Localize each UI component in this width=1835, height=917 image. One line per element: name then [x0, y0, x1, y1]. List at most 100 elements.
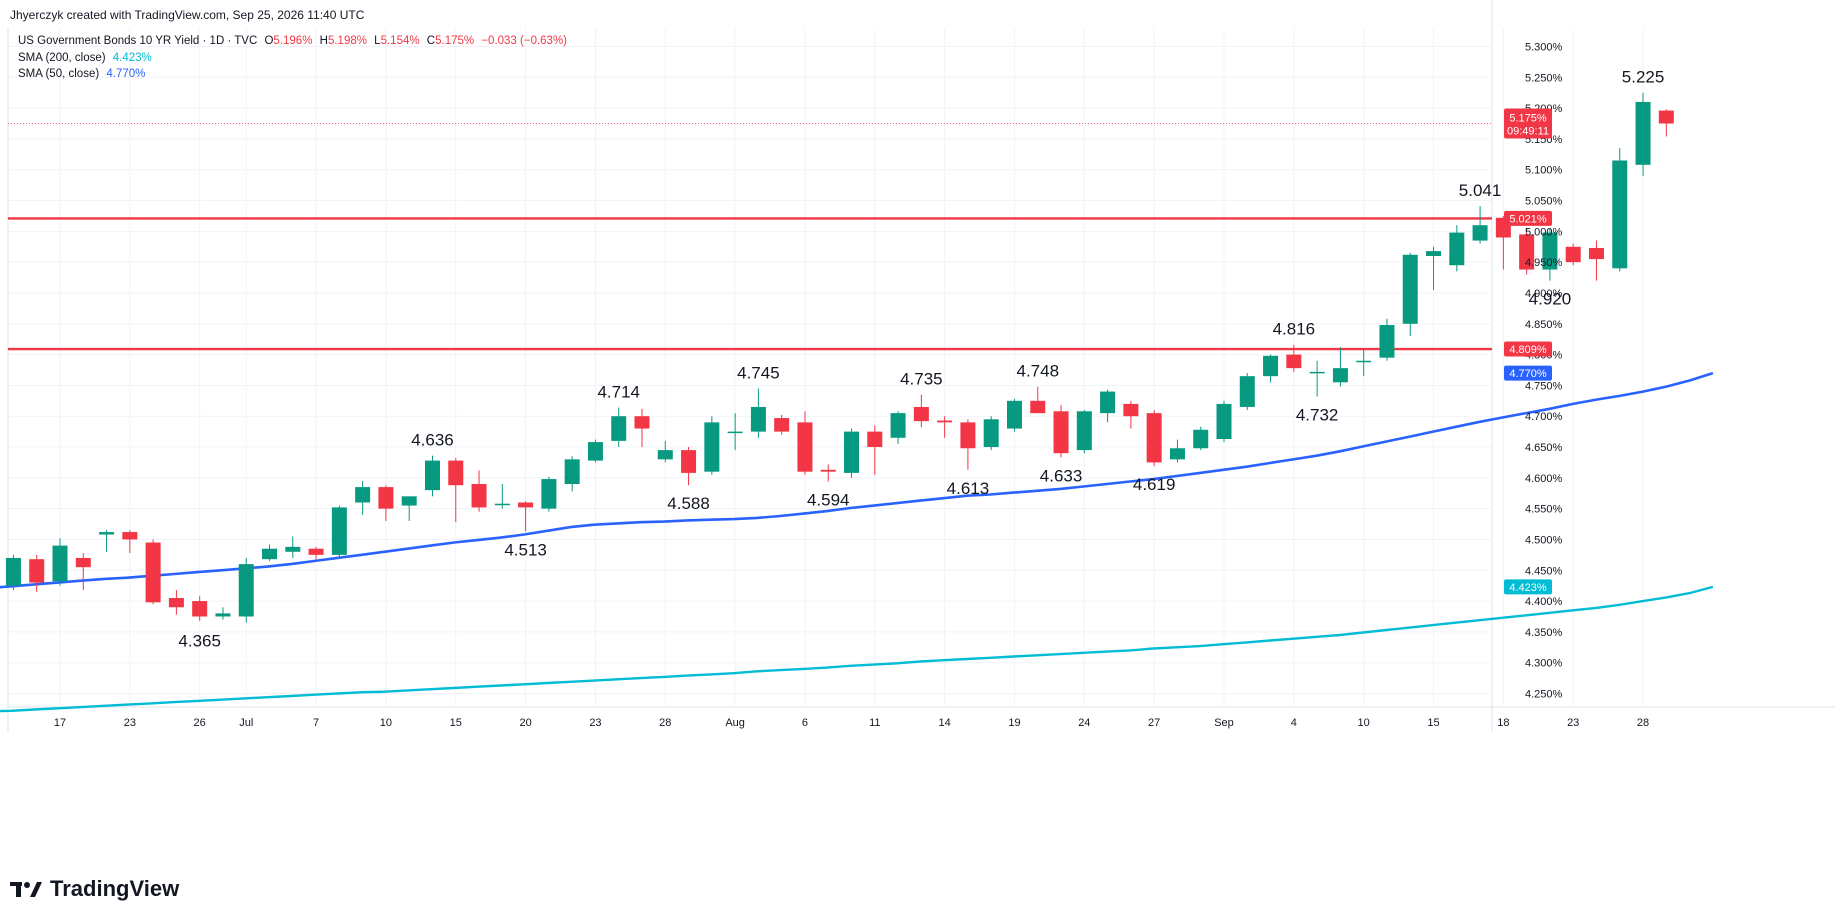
price-annotation: 4.816	[1273, 320, 1316, 339]
price-axis[interactable]: 4.250% 4.300% 4.350% 4.400% 4.450% 4.500% 4.55…	[1525, 41, 1563, 700]
candle-body	[1426, 251, 1442, 256]
low-value: 5.154%	[380, 35, 420, 47]
price-annotation: 4.613	[947, 479, 990, 498]
candle-body	[5, 557, 21, 586]
candle-body	[1402, 254, 1418, 324]
high-label: H	[319, 35, 328, 47]
x-tick-label: 15	[450, 717, 462, 729]
level-1-tag-label: 4.809%	[1509, 344, 1547, 356]
candle-body	[331, 507, 347, 555]
candle-body	[844, 431, 860, 473]
candle-body	[1635, 101, 1651, 165]
candle-body	[168, 598, 184, 608]
sma50-tag-label: 4.770%	[1509, 368, 1547, 380]
x-tick-label: 6	[802, 717, 808, 729]
candle-body	[587, 442, 603, 461]
candle-body	[820, 469, 836, 472]
candle-body	[867, 431, 883, 448]
y-tick-label: 4.750%	[1525, 380, 1563, 392]
sma200-tag	[1504, 579, 1552, 595]
time-axis[interactable]: 17 23 26 Jul 7 10 15 20 23 28 Aug 6 11 14 19 24 27 Sep 4 10…	[54, 717, 1649, 729]
candle-body	[401, 496, 417, 506]
x-tick-label: 14	[939, 717, 951, 729]
x-tick-label: 7	[313, 717, 319, 729]
candle-body	[1449, 232, 1465, 266]
y-tick-label: 4.850%	[1525, 319, 1563, 331]
candle-body	[913, 406, 929, 422]
y-tick-label: 4.950%	[1525, 257, 1563, 269]
price-annotations: 4.365 4.636 4.513 4.714 4.588 4.745 4.594 4.735…	[178, 68, 1664, 651]
brand-name: TradingView	[50, 876, 180, 901]
x-tick-label: 15	[1427, 717, 1439, 729]
price-annotation: 4.636	[411, 431, 454, 450]
candle-body	[1565, 246, 1581, 263]
x-tick-label: 27	[1148, 717, 1160, 729]
tradingview-logo[interactable]: TradingView	[10, 876, 179, 902]
candle-body	[704, 422, 720, 472]
y-tick-label: 4.900%	[1525, 288, 1563, 300]
candle-body	[1612, 160, 1628, 269]
x-tick-label: 23	[589, 717, 601, 729]
y-tick-label: 4.350%	[1525, 627, 1563, 639]
sma50-value: 4.770%	[106, 68, 146, 80]
candle-body	[122, 532, 138, 540]
candle-body	[1076, 411, 1092, 451]
candle-body	[1146, 413, 1162, 463]
symbol-name[interactable]: US Government Bonds 10 YR Yield · 1D · T…	[18, 35, 258, 47]
symbol-legend[interactable]: US Government Bonds 10 YR Yield · 1D · T…	[18, 35, 571, 47]
candle-body	[52, 545, 68, 582]
x-tick-label: 24	[1078, 717, 1090, 729]
price-annotation: 4.588	[667, 494, 710, 513]
candle-body	[774, 418, 790, 432]
candle-body	[1356, 360, 1372, 363]
price-annotation: 4.594	[807, 491, 850, 510]
sma50-legend[interactable]: SMA (50, close) 4.770%	[18, 68, 149, 80]
tradingview-logo-icon	[10, 882, 42, 897]
y-tick-label: 4.250%	[1525, 689, 1563, 701]
y-tick-label: 5.300%	[1525, 41, 1563, 53]
price-annotation: 5.041	[1459, 181, 1502, 200]
candle-body	[494, 503, 510, 506]
candle-body	[1332, 368, 1348, 383]
last-price-tag-label: 5.175%	[1509, 113, 1547, 125]
candle-body	[681, 450, 697, 473]
price-annotation: 4.513	[504, 540, 547, 559]
price-annotation: 4.920	[1529, 290, 1572, 309]
chart-credit: Jhyerczyk created with TradingView.com, …	[10, 8, 365, 22]
candle-body	[611, 416, 627, 441]
candle-body	[750, 406, 766, 432]
sma200-label: SMA (200, close)	[18, 52, 106, 64]
level-0-tag-label: 5.021%	[1509, 213, 1547, 225]
y-tick-label: 4.450%	[1525, 565, 1563, 577]
candle-body	[960, 422, 976, 449]
x-tick-label: Jul	[239, 717, 253, 729]
candle-body	[657, 450, 673, 460]
candle-body	[797, 422, 813, 472]
candle-body	[541, 479, 557, 509]
candle-body	[1379, 325, 1395, 358]
y-tick-label: 4.650%	[1525, 442, 1563, 454]
price-annotation: 4.714	[597, 383, 640, 402]
candle-body	[215, 613, 231, 617]
candle-body	[29, 559, 45, 583]
candle-body	[1286, 354, 1302, 369]
candle-body	[1030, 400, 1046, 414]
candle-body	[1263, 355, 1279, 377]
price-annotation: 4.748	[1016, 362, 1059, 381]
candle-body	[1053, 411, 1069, 454]
x-tick-label: 28	[1637, 717, 1649, 729]
y-tick-label: 5.000%	[1525, 226, 1563, 238]
y-tick-label: 4.400%	[1525, 596, 1563, 608]
candle-body	[564, 459, 580, 484]
sma200-legend[interactable]: SMA (200, close) 4.423%	[18, 52, 156, 64]
candle-body	[75, 557, 91, 568]
horizontal-levels	[8, 123, 1492, 351]
candle-body	[1169, 448, 1185, 460]
y-tick-label: 4.550%	[1525, 504, 1563, 516]
candle-body	[1100, 391, 1116, 414]
candle-body	[262, 548, 278, 560]
x-tick-label: 11	[869, 717, 880, 729]
price-annotation: 5.225	[1622, 68, 1665, 87]
candle-body	[99, 532, 115, 535]
